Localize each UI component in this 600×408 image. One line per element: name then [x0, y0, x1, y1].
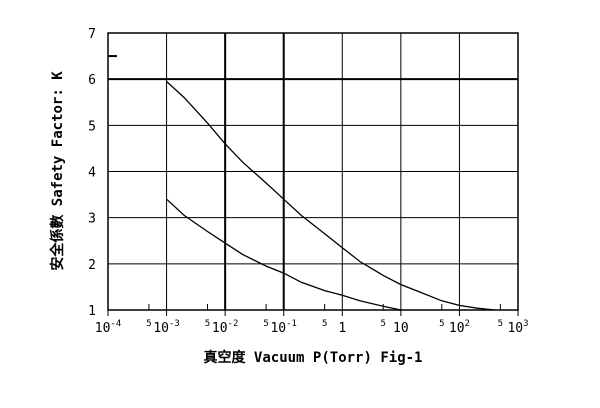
x-minor-tick-label: 5	[498, 319, 503, 329]
y-tick-label: 2	[88, 258, 96, 273]
x-minor-tick-label: 5	[205, 319, 210, 329]
x-tick-label: 103	[507, 319, 528, 336]
axis-ticks: 1 2 3 4 5 6 7 10-4 10-3 10-2 10-1 1 10 102 103 5 5 5 5 5 5 5	[88, 27, 528, 336]
x-tick-label: 10-4	[95, 319, 122, 336]
x-tick-label: 102	[449, 319, 470, 336]
x-minor-tick-label: 5	[381, 319, 386, 329]
y-tick-label: 7	[88, 27, 96, 42]
y-tick-label: 6	[88, 73, 96, 88]
x-minor-tick-label: 5	[146, 319, 151, 329]
x-minor-tick-label: 5	[439, 319, 444, 329]
y-axis-label: 安全係數 Safety Factor: K	[49, 71, 66, 271]
y-tick-label: 1	[88, 304, 96, 319]
series-line-1	[166, 81, 495, 311]
x-tick-label: 10-2	[212, 319, 239, 336]
series-line-2	[166, 198, 402, 311]
y-tick-label: 3	[88, 212, 96, 227]
x-axis-label: 真空度 Vacuum P(Torr) Fig-1	[203, 349, 422, 366]
x-tick-label: 10	[393, 321, 409, 336]
x-tick-label: 1	[338, 321, 346, 336]
y-tick-label: 5	[88, 119, 96, 134]
x-tick-label: 10-1	[270, 319, 297, 336]
plot-frame	[107, 32, 519, 311]
x-tick-label: 10-3	[153, 319, 180, 336]
grid-lines	[108, 33, 518, 310]
x-minor-tick-label: 5	[322, 319, 327, 329]
x-minor-tick-label: 5	[263, 319, 268, 329]
data-series	[166, 81, 495, 311]
y-tick-label: 4	[88, 166, 96, 181]
